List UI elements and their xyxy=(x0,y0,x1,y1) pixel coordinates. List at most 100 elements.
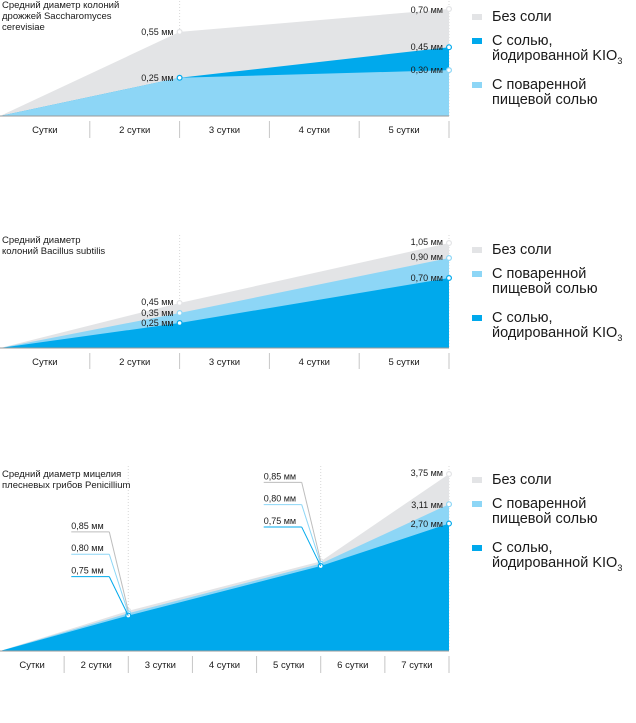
chart-title-line: Средний диаметр мицелия xyxy=(2,469,121,480)
legend-label: С солью, xyxy=(492,310,553,326)
value-label: 0,90 мм xyxy=(411,252,443,262)
legend-swatch xyxy=(472,315,482,321)
value-label: 0,70 мм xyxy=(411,5,443,15)
x-tick-label: 4 сутки xyxy=(299,125,330,136)
legend-label: С солью, xyxy=(492,33,553,49)
legend-label: С поваренной xyxy=(492,77,586,93)
x-tick-label: 3 сутки xyxy=(145,660,176,671)
chart-title-line: Средний диаметр колоний xyxy=(2,0,119,11)
legend-label: йодированной KIO3 xyxy=(492,325,622,343)
value-marker xyxy=(446,67,453,74)
value-marker xyxy=(176,310,183,317)
legend-swatch xyxy=(472,271,482,277)
value-label: 3,11 мм xyxy=(411,500,443,510)
x-tick-label: 5 сутки xyxy=(273,660,304,671)
legend-subscript: 3 xyxy=(617,333,622,343)
x-tick-label: 3 сутки xyxy=(209,357,240,368)
value-label: 0,80 мм xyxy=(71,543,103,553)
legend-label: пищевой солью xyxy=(492,281,598,297)
x-tick-label: 6 сутки xyxy=(337,660,368,671)
value-marker xyxy=(176,28,183,35)
legend-label: Без соли xyxy=(492,472,552,488)
chart-title-line: cerevisiae xyxy=(2,22,45,33)
legend-label: Без соли xyxy=(492,9,552,25)
area-table_salt xyxy=(0,70,449,116)
value-label: 0,70 мм xyxy=(411,273,443,283)
value-label: 0,45 мм xyxy=(411,42,443,52)
callout-leader xyxy=(301,526,322,567)
value-label: 0,30 мм xyxy=(411,65,443,75)
x-tick-label: Сутки xyxy=(32,125,57,136)
x-tick-label: 5 сутки xyxy=(388,125,419,136)
chart-title-line: колоний Bacillus subtilis xyxy=(2,246,105,257)
callout-leader xyxy=(301,482,322,562)
legend-subscript: 3 xyxy=(617,563,622,573)
value-label: 0,85 мм xyxy=(264,471,296,481)
area-iodized xyxy=(0,523,449,651)
value-label: 0,35 мм xyxy=(141,308,173,318)
value-label: 0,25 мм xyxy=(141,318,173,328)
chart-title-line: дрожжей Saccharomyces xyxy=(2,11,112,22)
legend-item-iodized: С солью,йодированной KIO3 xyxy=(472,540,622,573)
legend-label: йодированной KIO3 xyxy=(492,555,622,573)
x-tick-label: 5 сутки xyxy=(388,357,419,368)
value-marker xyxy=(446,5,453,13)
legend-swatch xyxy=(472,247,482,253)
x-tick-label: Сутки xyxy=(19,660,44,671)
value-marker xyxy=(446,240,453,247)
legend-swatch xyxy=(472,38,482,44)
value-label: 0,85 мм xyxy=(71,521,103,531)
legend-label: пищевой солью xyxy=(492,92,598,108)
x-tick-label: 4 сутки xyxy=(209,660,240,671)
x-tick-label: 7 сутки xyxy=(401,660,432,671)
legend-label: С поваренной xyxy=(492,266,586,282)
value-marker xyxy=(176,300,183,307)
legend-label: С солью, xyxy=(492,540,553,556)
x-tick-label: 3 сутки xyxy=(209,125,240,136)
legend-swatch xyxy=(472,545,482,551)
legend-item-iodized: С солью,йодированной KIO3 xyxy=(472,310,622,343)
legend-item-iodized: С солью,йодированной KIO3 xyxy=(472,33,622,66)
x-tick-label: 4 сутки xyxy=(299,357,330,368)
legend-label: С поваренной xyxy=(492,496,586,512)
value-label: 0,55 мм xyxy=(141,27,173,37)
chart-title-line: плесневых грибов Penicillium xyxy=(2,480,130,491)
value-marker xyxy=(446,520,453,527)
callout-leader xyxy=(108,531,129,611)
legend-swatch xyxy=(472,477,482,483)
value-label: 0,75 мм xyxy=(264,516,296,526)
x-tick-label: 2 сутки xyxy=(81,660,112,671)
value-label: 3,75 мм xyxy=(411,468,443,478)
callout-leader xyxy=(108,576,129,616)
chart-title-line: Средний диаметр xyxy=(2,235,81,246)
value-marker xyxy=(446,471,453,478)
value-label: 0,75 мм xyxy=(71,566,103,576)
legend-item-no_salt: Без соли xyxy=(472,242,552,258)
value-marker xyxy=(176,74,183,81)
x-tick-label: 2 сутки xyxy=(119,357,150,368)
legend-label: пищевой солью xyxy=(492,511,598,527)
legend-subscript: 3 xyxy=(617,56,622,66)
legend-item-no_salt: Без соли xyxy=(472,472,552,488)
value-marker xyxy=(176,320,183,327)
value-label: 0,25 мм xyxy=(141,73,173,83)
legend-swatch xyxy=(472,501,482,507)
legend-label: Без соли xyxy=(492,242,552,258)
legend-label: йодированной KIO3 xyxy=(492,48,622,66)
callout-leader xyxy=(301,504,322,564)
value-label: 0,45 мм xyxy=(141,297,173,307)
value-marker xyxy=(446,44,453,51)
legend-swatch xyxy=(472,82,482,88)
value-marker xyxy=(446,501,453,508)
legend-item-no_salt: Без соли xyxy=(472,9,552,25)
value-marker xyxy=(446,255,453,262)
x-tick-label: Сутки xyxy=(32,357,57,368)
area-iodized xyxy=(0,278,449,348)
value-marker xyxy=(446,275,453,282)
